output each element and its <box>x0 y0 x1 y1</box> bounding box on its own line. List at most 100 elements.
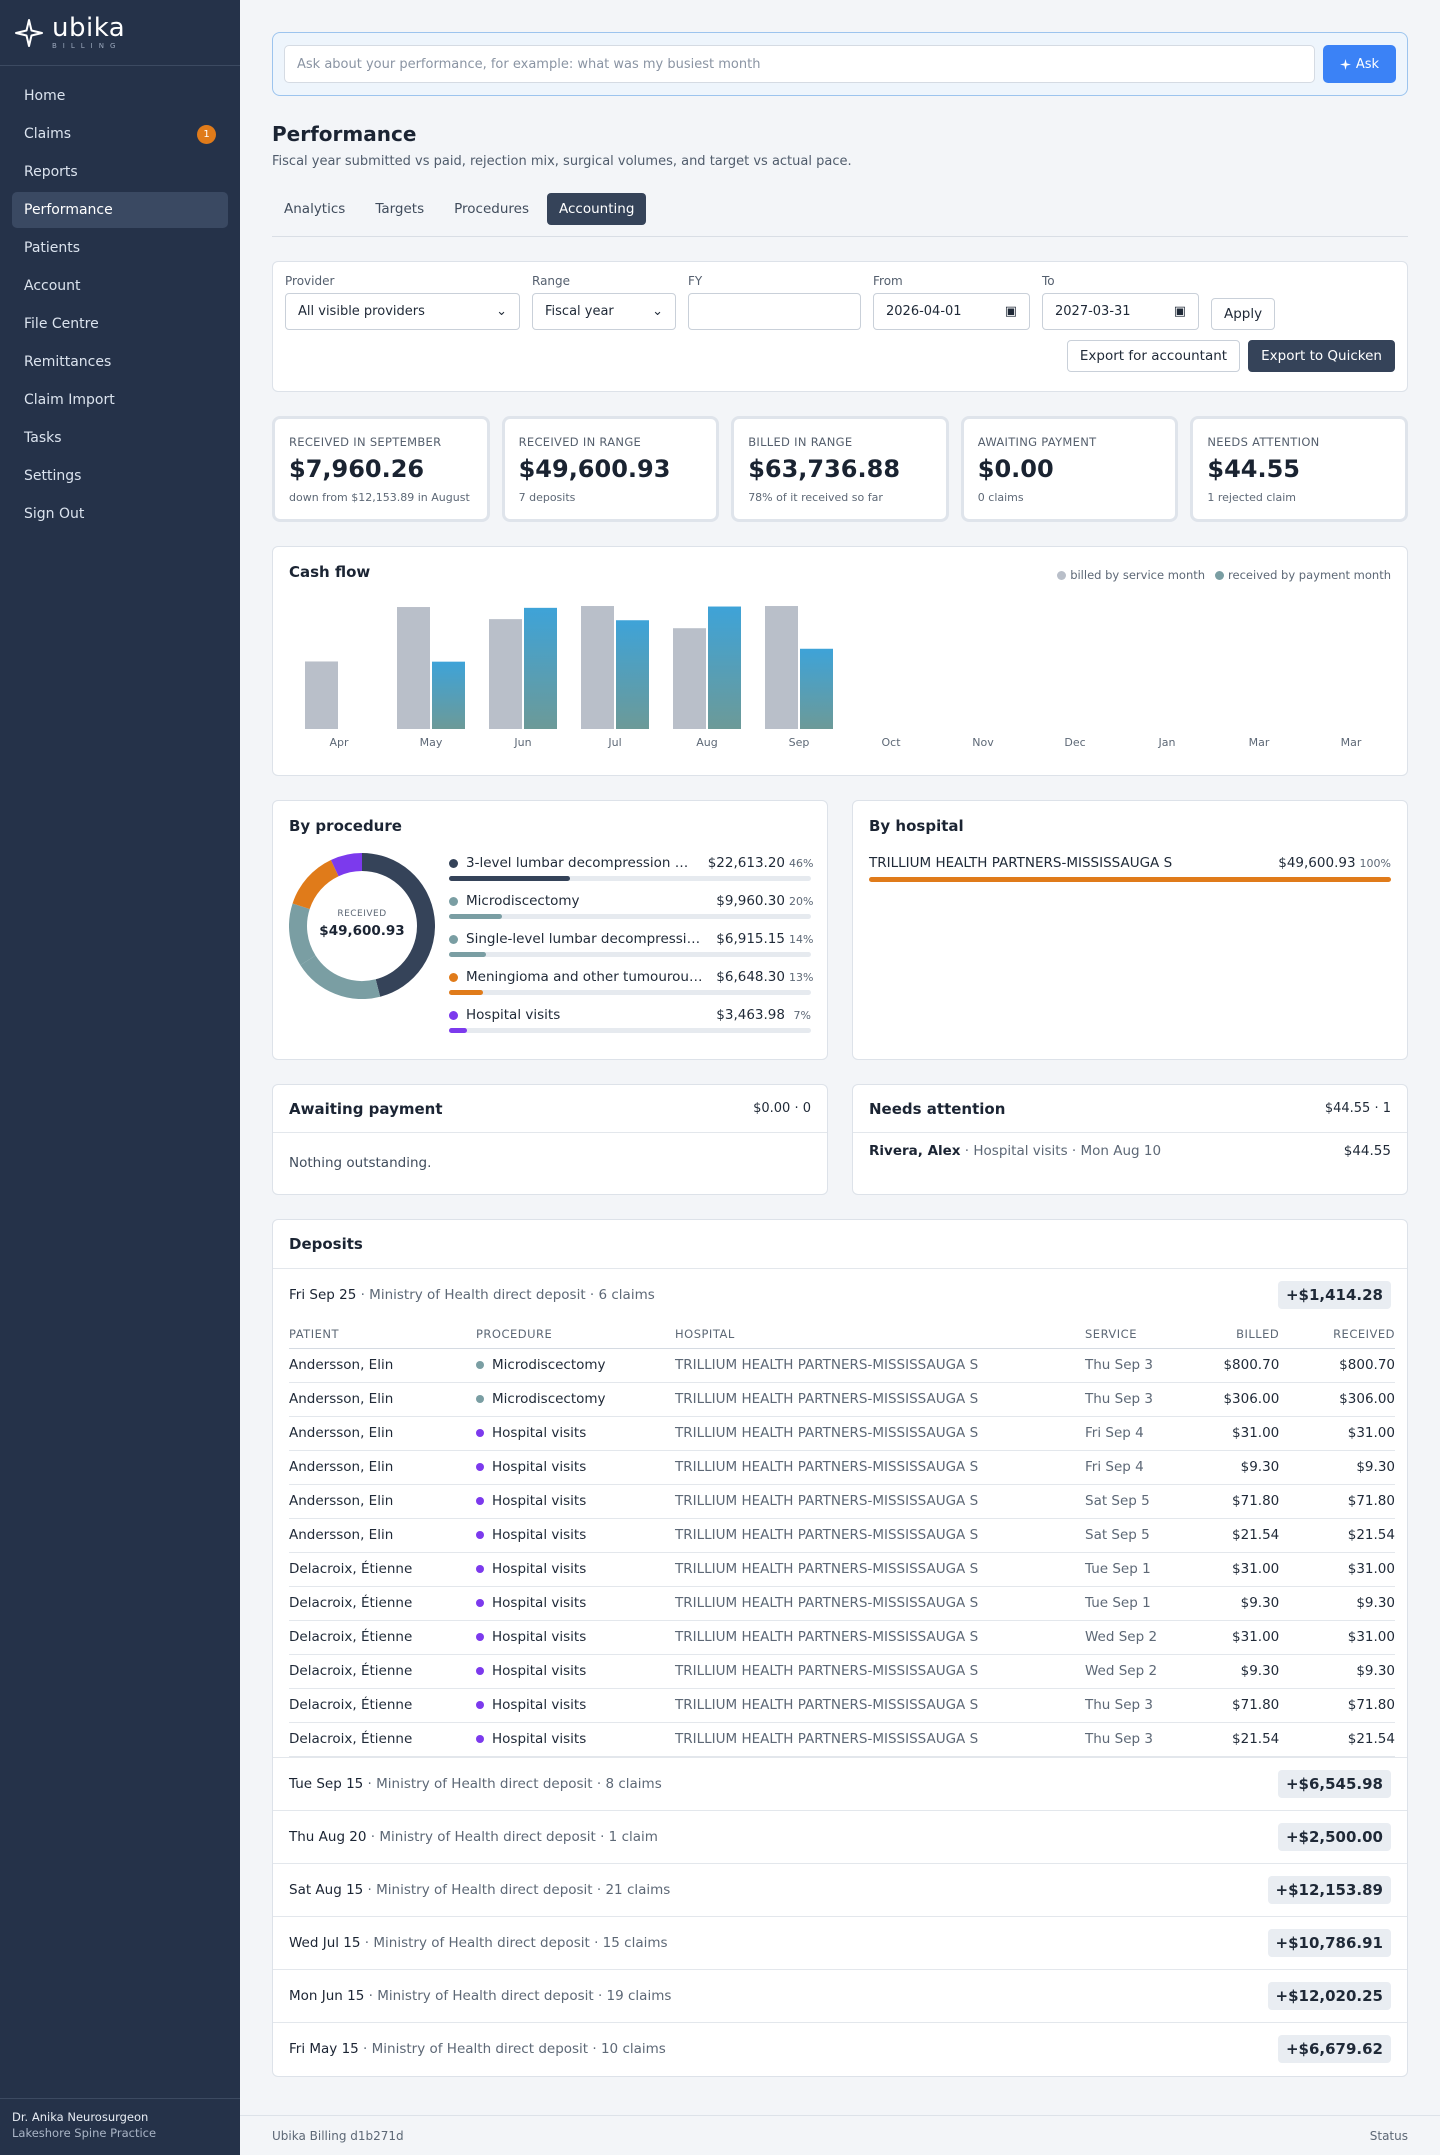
table-row[interactable]: Andersson, Elin Microdiscectomy TRILLIUM H… <box>289 1348 1395 1383</box>
procedure-row[interactable]: 3-level lumbar decompression wit... $22,6… <box>449 853 813 891</box>
export-quicken-button[interactable]: Export to Quicken <box>1248 340 1395 372</box>
calendar-icon[interactable]: ▣ <box>1173 304 1186 319</box>
donut-center-label: RECEIVED <box>337 909 387 919</box>
deposit-row[interactable]: Fri May 15 · Ministry of Health direct d… <box>273 2023 1407 2076</box>
bar-received[interactable] <box>524 607 557 729</box>
tab-targets[interactable]: Targets <box>375 201 425 217</box>
donut-slice[interactable] <box>330 853 363 877</box>
table-row[interactable]: Delacroix, Étienne Hospital visits TRILLIU… <box>289 1552 1395 1587</box>
sidebar-item-claim-import[interactable]: Claim Import <box>12 382 228 418</box>
sidebar-item-home[interactable]: Home <box>12 78 228 114</box>
attention-row[interactable]: Rivera, Alex · Hospital visits · Mon Aug… <box>853 1133 1407 1159</box>
bar-received[interactable] <box>708 606 741 729</box>
sidebar-item-sign-out[interactable]: Sign Out <box>12 496 228 532</box>
bar-billed[interactable] <box>673 628 706 729</box>
cell-service: Sat Sep 5 <box>1085 1518 1175 1553</box>
kpi-label: RECEIVED IN RANGE <box>518 435 642 449</box>
deposit-date: Sat Aug 15 <box>289 1881 364 1898</box>
procedure-row[interactable]: Microdiscectomy $9,960.30 20% <box>449 891 813 929</box>
calendar-icon[interactable]: ▣ <box>1004 304 1017 319</box>
table-row[interactable]: Delacroix, Étienne Hospital visits TRILLIU… <box>289 1688 1395 1723</box>
to-date-input[interactable]: 2027-03-31 ▣ <box>1042 293 1199 330</box>
deposit-row[interactable]: Sat Aug 15 · Ministry of Health direct d… <box>273 1864 1407 1917</box>
ask-button[interactable]: Ask <box>1323 45 1396 83</box>
table-row[interactable]: Delacroix, Étienne Hospital visits TRILLIU… <box>289 1620 1395 1655</box>
bar-billed[interactable] <box>305 661 338 729</box>
donut-slice[interactable] <box>289 903 316 966</box>
filters-panel: Provider All visible providers ⌄ Range Fi… <box>272 261 1408 392</box>
table-row[interactable]: Delacroix, Étienne Hospital visits TRILLIU… <box>289 1722 1395 1757</box>
provider-select[interactable]: All visible providers ⌄ <box>285 293 520 330</box>
from-date-input[interactable]: 2026-04-01 ▣ <box>873 293 1030 330</box>
user-profile[interactable]: Dr. Anika Neurosurgeon Lakeshore Spine P… <box>0 2098 240 2155</box>
page-title: Performance <box>272 122 417 146</box>
apply-button[interactable]: Apply <box>1211 298 1276 330</box>
table-row[interactable]: Andersson, Elin Hospital visits TRILLIUM H… <box>289 1450 1395 1485</box>
deposit-row[interactable]: Thu Aug 20 · Ministry of Health direct d… <box>273 1811 1407 1864</box>
procedure-row[interactable]: Hospital visits $3,463.98 7% <box>449 1005 811 1043</box>
cell-billed: $9.30 <box>1175 1654 1280 1689</box>
sidebar-item-performance[interactable]: Performance <box>12 192 228 228</box>
sidebar-item-claims[interactable]: Claims 1 <box>12 116 228 152</box>
sidebar-item-remittances[interactable]: Remittances <box>12 344 228 380</box>
tab-procedures[interactable]: Procedures <box>454 201 529 217</box>
x-tick-label: Apr <box>329 736 349 749</box>
donut-slice[interactable] <box>300 955 381 999</box>
ask-input[interactable]: Ask about your performance, for example:… <box>284 45 1315 83</box>
range-select[interactable]: Fiscal year ⌄ <box>532 293 676 330</box>
tab-analytics[interactable]: Analytics <box>284 201 346 217</box>
fy-input[interactable] <box>688 293 861 330</box>
bar-billed[interactable] <box>765 606 798 729</box>
procedure-color-dot <box>476 1361 484 1369</box>
sidebar-item-account[interactable]: Account <box>12 268 228 304</box>
bar-billed[interactable] <box>397 607 430 729</box>
cell-hospital: TRILLIUM HEALTH PARTNERS-MISSISSAUGA S <box>675 1348 1085 1383</box>
procedure-row[interactable]: Meningioma and other tumourous l... $6,64… <box>449 967 813 1005</box>
procedure-pct: 14% <box>789 932 814 946</box>
procedure-bar-track <box>449 876 811 881</box>
footer: Ubika Billing d1b271d Status <box>240 2115 1440 2155</box>
deposit-row[interactable]: Wed Jul 15 · Ministry of Health direct d… <box>273 1917 1407 1970</box>
bar-billed[interactable] <box>581 606 614 729</box>
bar-received[interactable] <box>616 620 649 729</box>
from-date-value: 2026-04-01 <box>886 304 962 319</box>
procedure-row[interactable]: Single-level lumbar decompression a... $6… <box>449 929 814 967</box>
deposit-row-expanded[interactable]: Fri Sep 25 · Ministry of Health direct d… <box>273 1269 1407 1320</box>
sidebar-item-reports[interactable]: Reports <box>12 154 228 190</box>
sidebar-item-settings[interactable]: Settings <box>12 458 228 494</box>
cell-patient: Andersson, Elin <box>289 1484 476 1519</box>
procedure-name: Microdiscectomy <box>492 1357 606 1373</box>
sidebar-item-patients[interactable]: Patients <box>12 230 228 266</box>
logo-sub: BILLING <box>52 42 122 50</box>
legend-swatch-billed <box>1057 571 1067 580</box>
sidebar-item-file-centre[interactable]: File Centre <box>12 306 228 342</box>
logo-word: ubika <box>52 13 126 43</box>
kpi-value: $0.00 <box>977 455 1054 483</box>
bar-billed[interactable] <box>489 619 522 729</box>
hospital-row[interactable]: TRILLIUM HEALTH PARTNERS-MISSISSAUGA S $… <box>869 855 1391 871</box>
table-row[interactable]: Andersson, Elin Hospital visits TRILLIUM H… <box>289 1416 1395 1451</box>
bar-received[interactable] <box>800 648 833 729</box>
cell-hospital: TRILLIUM HEALTH PARTNERS-MISSISSAUGA S <box>675 1620 1085 1655</box>
logo[interactable]: ubika BILLING <box>0 0 240 66</box>
deposit-row[interactable]: Mon Jun 15 · Ministry of Health direct d… <box>273 1970 1407 2023</box>
sidebar-item-tasks[interactable]: Tasks <box>12 420 228 456</box>
tab-accounting[interactable]: Accounting <box>547 193 647 225</box>
donut-slice[interactable] <box>292 859 339 910</box>
table-row[interactable]: Andersson, Elin Hospital visits TRILLIUM H… <box>289 1518 1395 1553</box>
table-row[interactable]: Andersson, Elin Hospital visits TRILLIUM H… <box>289 1484 1395 1519</box>
table-row[interactable]: Delacroix, Étienne Hospital visits TRILLIU… <box>289 1586 1395 1621</box>
cell-received: $9.30 <box>1279 1450 1395 1485</box>
x-tick-label: May <box>420 736 443 749</box>
kpi-value: $63,736.88 <box>748 455 901 483</box>
export-accountant-button[interactable]: Export for accountant <box>1066 340 1241 372</box>
deposit-row[interactable]: Tue Sep 15 · Ministry of Health direct d… <box>273 1758 1407 1811</box>
table-row[interactable]: Delacroix, Étienne Hospital visits TRILLIU… <box>289 1654 1395 1689</box>
cell-received: $31.00 <box>1279 1620 1395 1655</box>
bar-received[interactable] <box>432 661 465 729</box>
deposit-desc: · Ministry of Health direct deposit · 1 … <box>366 1828 658 1845</box>
table-row[interactable]: Andersson, Elin Microdiscectomy TRILLIUM H… <box>289 1382 1395 1417</box>
donut-slice[interactable] <box>361 853 435 997</box>
sidebar-nav: Home Claims 1 Reports Performance Patient… <box>0 66 240 532</box>
status-link[interactable]: Status <box>1369 2128 1408 2143</box>
